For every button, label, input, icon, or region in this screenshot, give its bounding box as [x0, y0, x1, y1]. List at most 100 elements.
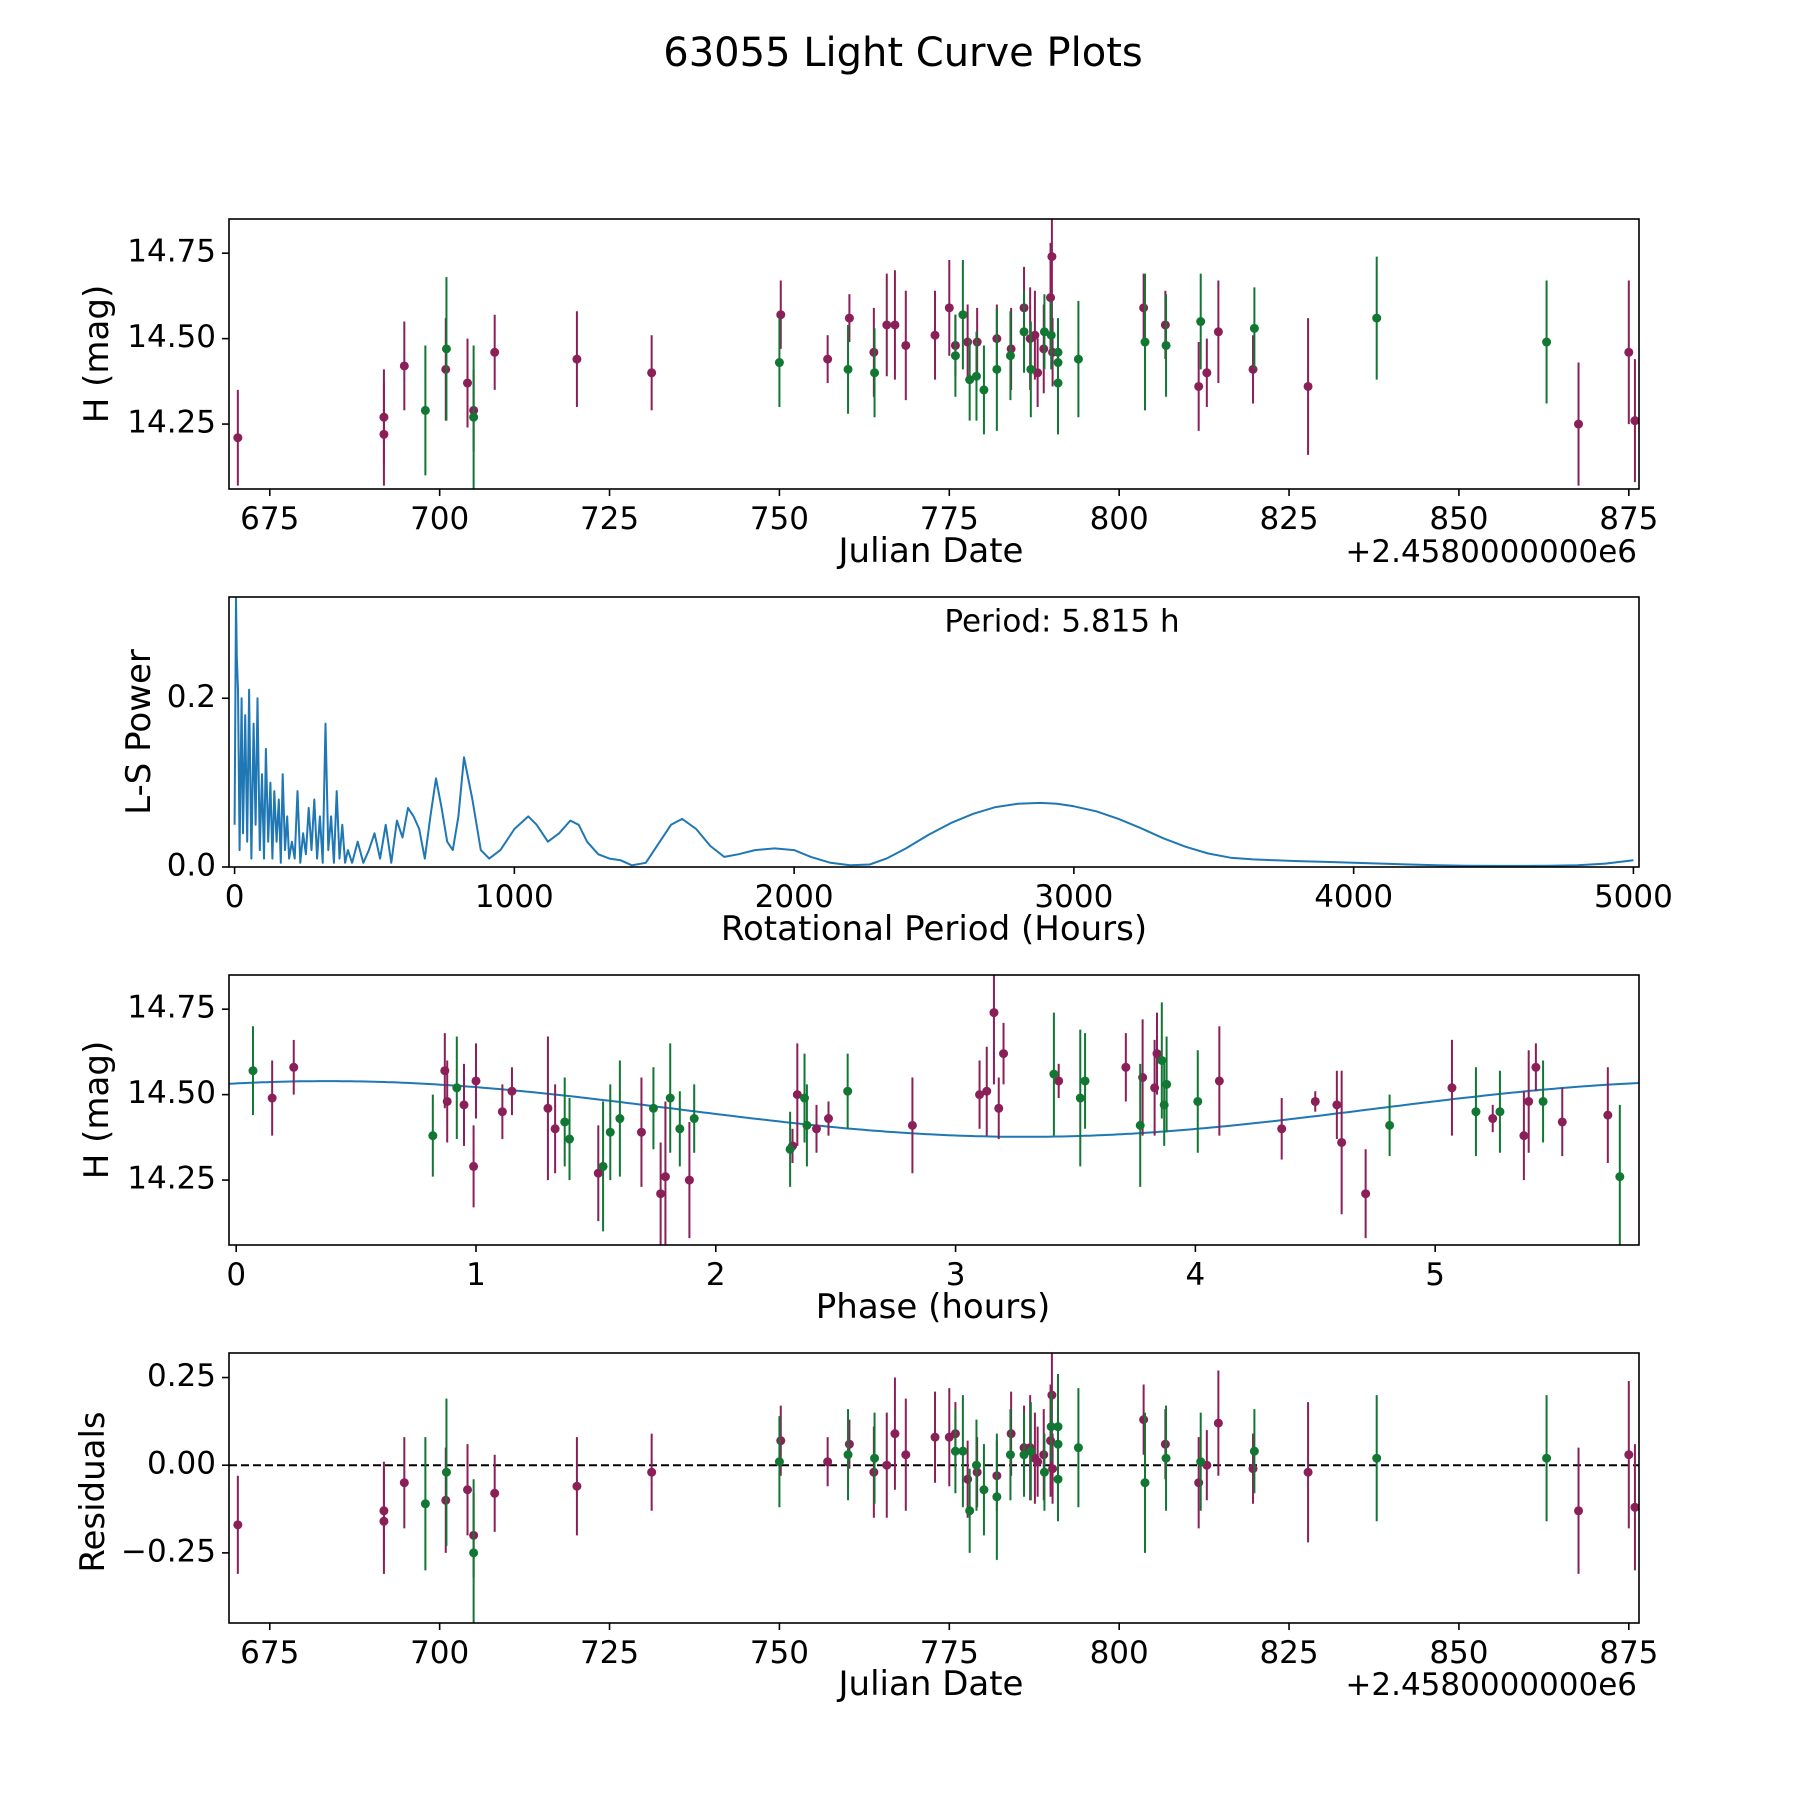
- data-point: [971, 1460, 981, 1470]
- data-point: [965, 375, 975, 385]
- data-point: [870, 368, 880, 378]
- model-curve: [229, 1080, 1639, 1138]
- data-point: [233, 1520, 243, 1530]
- data-point: [1630, 1502, 1639, 1512]
- data-point: [1213, 327, 1223, 337]
- data-point: [1361, 1189, 1371, 1199]
- data-point: [550, 1124, 560, 1134]
- x-tick-label: 875: [1599, 501, 1658, 537]
- periodogram-axes-frame: [228, 596, 1640, 868]
- data-point: [233, 433, 243, 443]
- y-tick-label: 14.25: [127, 1161, 216, 1197]
- data-point: [1615, 1172, 1625, 1182]
- data-point: [289, 1062, 299, 1072]
- data-point: [823, 354, 833, 364]
- data-point: [890, 1429, 900, 1439]
- data-point: [965, 1506, 975, 1516]
- data-point: [1524, 1096, 1534, 1106]
- data-point: [463, 378, 473, 388]
- data-point: [802, 1120, 812, 1130]
- data-point: [593, 1168, 603, 1178]
- data-point: [958, 310, 968, 320]
- data-point: [1026, 1446, 1036, 1456]
- data-point: [843, 364, 853, 374]
- data-point: [1121, 1062, 1131, 1072]
- data-point: [930, 1432, 940, 1442]
- data-point: [1630, 416, 1639, 426]
- x-tick-label: 700: [410, 1635, 469, 1671]
- data-point: [469, 412, 479, 422]
- data-point: [1033, 368, 1043, 378]
- data-point: [660, 1172, 670, 1182]
- data-point: [1488, 1114, 1498, 1124]
- phased-x-axis: 0 1 2 3 4 5: [226, 1245, 1445, 1293]
- residuals-x-axis: 675 700 725 750 775 800 825 850 875: [240, 1623, 1658, 1671]
- data-point: [979, 1485, 989, 1495]
- data-point: [1202, 368, 1212, 378]
- data-point: [958, 1446, 968, 1456]
- data-point: [507, 1086, 517, 1096]
- data-point: [1030, 330, 1040, 340]
- data-point: [1214, 1076, 1224, 1086]
- series-band-B: [420, 256, 1552, 489]
- y-tick-label: 14.25: [127, 405, 216, 441]
- data-point: [1194, 1478, 1204, 1488]
- data-point: [1152, 1049, 1162, 1059]
- data-point: [1248, 1464, 1258, 1474]
- y-tick-label: −0.25: [121, 1533, 216, 1569]
- x-tick-label: 850: [1429, 1635, 1488, 1671]
- data-point: [1196, 317, 1206, 327]
- data-point: [1053, 347, 1063, 357]
- light-curve-axes-frame: [228, 218, 1640, 490]
- x-tick-label: 1: [466, 1257, 486, 1293]
- y-tick-label: 14.50: [127, 1075, 216, 1111]
- period-annotation: Period: 5.815 h: [944, 604, 1179, 640]
- residuals-plot-area: [229, 1353, 1639, 1623]
- data-point: [1054, 1076, 1064, 1086]
- y-tick-label: 14.75: [127, 234, 216, 270]
- data-point: [497, 1107, 507, 1117]
- data-point: [463, 1485, 473, 1495]
- data-point: [1372, 1453, 1382, 1463]
- data-point: [823, 1114, 833, 1124]
- x-tick-label: 2: [706, 1257, 726, 1293]
- data-point: [1162, 1079, 1172, 1089]
- data-point: [1075, 1093, 1085, 1103]
- residuals-axes-frame: [228, 1352, 1640, 1624]
- phased-y-axis-label: H (mag): [77, 1041, 117, 1179]
- y-tick-label: 0.2: [167, 679, 216, 715]
- data-point: [605, 1127, 615, 1137]
- x-tick-label: 800: [1090, 1635, 1149, 1671]
- residuals-x-offset-label: +2.4580000000e6: [1345, 1667, 1637, 1703]
- x-tick-label: 4000: [1314, 879, 1393, 915]
- data-point: [994, 1103, 1004, 1113]
- data-point: [675, 1124, 685, 1134]
- x-tick-label: 875: [1599, 1635, 1658, 1671]
- y-tick-label: 0.0: [167, 848, 216, 884]
- data-point: [1039, 1467, 1049, 1477]
- light-curve-x-axis-label: Julian Date: [837, 531, 1024, 571]
- data-point: [975, 1090, 985, 1100]
- data-point: [1053, 1439, 1063, 1449]
- data-point: [469, 1161, 479, 1171]
- data-point: [963, 337, 973, 347]
- data-point: [1277, 1124, 1287, 1134]
- data-point: [999, 1049, 1009, 1059]
- data-point: [1303, 381, 1313, 391]
- data-point: [992, 1492, 1002, 1502]
- series-band-A: [233, 219, 1639, 486]
- x-tick-label: 725: [580, 1635, 639, 1671]
- periodogram-x-axis-label: Rotational Period (Hours): [721, 909, 1147, 949]
- data-point: [636, 1127, 646, 1137]
- data-point: [1026, 364, 1036, 374]
- data-point: [1574, 1506, 1584, 1516]
- x-tick-label: 5000: [1594, 879, 1673, 915]
- phased-x-axis-label: Phase (hours): [816, 1287, 1050, 1327]
- series-band-A: [233, 1353, 1639, 1578]
- y-tick-label: 0.25: [147, 1358, 216, 1394]
- data-point: [1047, 252, 1057, 262]
- figure-title: 63055 Light Curve Plots: [663, 30, 1142, 76]
- data-point: [565, 1134, 575, 1144]
- data-point: [1542, 1453, 1552, 1463]
